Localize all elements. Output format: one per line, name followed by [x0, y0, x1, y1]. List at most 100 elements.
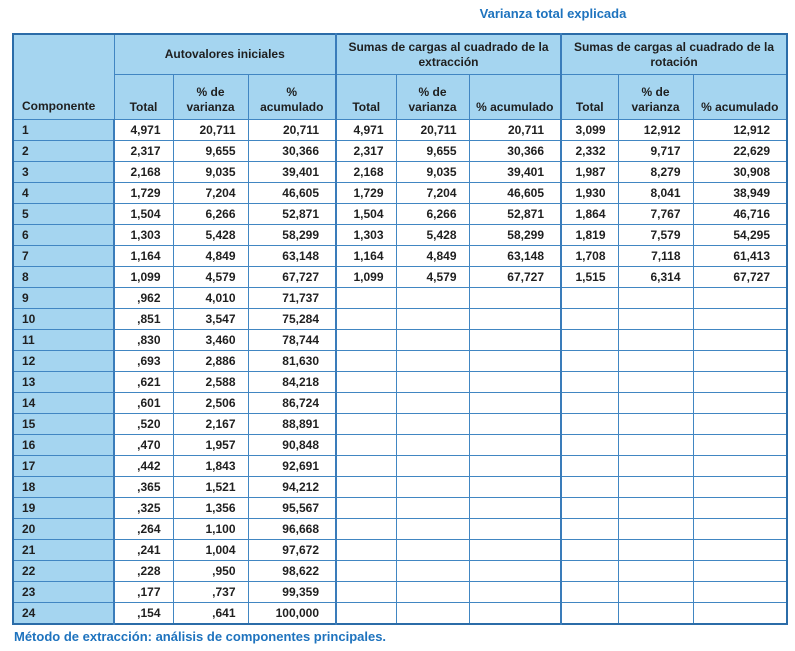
table-row: 2 2,317 9,655 30,366 2,317 9,655 30,366 2,332 9,…: [12, 139, 788, 162]
value-cell: 9,655: [172, 139, 249, 162]
value-cell: ,830: [113, 328, 174, 351]
value-cell: 5,428: [172, 223, 249, 246]
value-cell: 46,605: [247, 181, 337, 204]
value-cell: [560, 286, 619, 309]
value-cell: [468, 538, 562, 561]
component-label: 18: [12, 475, 115, 498]
value-cell: 63,148: [468, 244, 562, 267]
table-row: 1 4,971 20,711 20,711 4,971 20,711 20,711 3,099…: [12, 119, 788, 141]
table-row: 19,325 1,356 95,567: [12, 496, 788, 519]
value-cell: [617, 328, 694, 351]
table-row: 5 1,504 6,266 52,871 1,504 6,266 52,871 1,864 7,…: [12, 202, 788, 225]
value-cell: 4,579: [395, 265, 470, 288]
value-cell: 20,711: [395, 119, 470, 141]
value-cell: [692, 580, 788, 603]
value-cell: ,442: [113, 454, 174, 477]
value-cell: 30,366: [468, 139, 562, 162]
value-cell: 6,266: [395, 202, 470, 225]
value-cell: 52,871: [247, 202, 337, 225]
value-cell: 94,212: [247, 475, 337, 498]
col-header-pct-varianza-1: % de varianza: [172, 74, 249, 120]
value-cell: [335, 517, 397, 540]
component-label: 14: [12, 391, 115, 414]
value-cell: [617, 349, 694, 372]
component-label: 23: [12, 580, 115, 603]
table-title: Varianza total explicada: [479, 6, 627, 21]
group-header-rotacion: Sumas de cargas al cuadrado de la rotaci…: [559, 33, 788, 75]
value-cell: 67,727: [468, 265, 562, 288]
value-cell: [692, 412, 788, 435]
table-row: 3 2,168 9,035 39,401 2,168 9,035 39,401 1,987 8,…: [12, 160, 788, 183]
table-row: 24,154,641 100,000: [12, 601, 788, 625]
table-row: 16,470 1,957 90,848: [12, 433, 788, 456]
value-cell: 78,744: [247, 328, 337, 351]
value-cell: 58,299: [247, 223, 337, 246]
value-cell: [335, 328, 397, 351]
value-cell: 54,295: [692, 223, 788, 246]
value-cell: 1,729: [335, 181, 397, 204]
component-label: 22: [12, 559, 115, 582]
component-label: 24: [12, 601, 115, 625]
value-cell: 46,716: [692, 202, 788, 225]
subheader-row: Total % de varianza % acumulado Total % …: [13, 74, 788, 120]
value-cell: [692, 559, 788, 582]
component-label: 12: [12, 349, 115, 372]
component-label: 8: [12, 265, 115, 288]
component-label: 19: [12, 496, 115, 519]
value-cell: [560, 454, 619, 477]
value-cell: [617, 601, 694, 625]
component-label: 9: [12, 286, 115, 309]
table-row: 8 1,099 4,579 67,727 1,099 4,579 67,727 1,515 6,…: [12, 265, 788, 288]
value-cell: 1,356: [172, 496, 249, 519]
value-cell: 1,864: [560, 202, 619, 225]
value-cell: [617, 559, 694, 582]
value-cell: 63,148: [247, 244, 337, 267]
value-cell: 22,629: [692, 139, 788, 162]
value-cell: [395, 349, 470, 372]
value-cell: 86,724: [247, 391, 337, 414]
value-cell: ,470: [113, 433, 174, 456]
value-cell: [468, 286, 562, 309]
value-cell: [560, 433, 619, 456]
value-cell: 1,708: [560, 244, 619, 267]
component-label: 4: [12, 181, 115, 204]
value-cell: [560, 601, 619, 625]
value-cell: [468, 328, 562, 351]
value-cell: 1,521: [172, 475, 249, 498]
component-label: 2: [12, 139, 115, 162]
value-cell: 1,099: [335, 265, 397, 288]
value-cell: 2,168: [113, 160, 174, 183]
value-cell: 2,317: [113, 139, 174, 162]
value-cell: 39,401: [468, 160, 562, 183]
value-cell: ,325: [113, 496, 174, 519]
value-cell: 1,099: [113, 265, 174, 288]
value-cell: [560, 328, 619, 351]
value-cell: 67,727: [692, 265, 788, 288]
table-row: 18,365 1,521 94,212: [12, 475, 788, 498]
value-cell: 1,987: [560, 160, 619, 183]
col-header-pct-acumulado-3: % acumulado: [692, 74, 788, 120]
value-cell: 38,949: [692, 181, 788, 204]
value-cell: 2,168: [335, 160, 397, 183]
value-cell: [335, 538, 397, 561]
value-cell: 20,711: [247, 119, 337, 141]
table-row: 6 1,303 5,428 58,299 1,303 5,428 58,299 1,819 7,…: [12, 223, 788, 246]
value-cell: [617, 475, 694, 498]
value-cell: 9,035: [395, 160, 470, 183]
value-cell: 1,303: [113, 223, 174, 246]
value-cell: 2,506: [172, 391, 249, 414]
value-cell: 92,691: [247, 454, 337, 477]
value-cell: [468, 370, 562, 393]
value-cell: 3,099: [560, 119, 619, 141]
value-cell: [692, 349, 788, 372]
component-label: 3: [12, 160, 115, 183]
group-header-extraccion: Sumas de cargas al cuadrado de la extrac…: [335, 33, 562, 75]
col-header-total-1: Total: [113, 74, 174, 120]
value-cell: [335, 370, 397, 393]
table-row: 10,851 3,547 75,284: [12, 307, 788, 330]
value-cell: [692, 496, 788, 519]
value-cell: 100,000: [247, 601, 337, 625]
table-row: 20,264 1,100 96,668: [12, 517, 788, 540]
value-cell: 4,849: [395, 244, 470, 267]
value-cell: [560, 580, 619, 603]
